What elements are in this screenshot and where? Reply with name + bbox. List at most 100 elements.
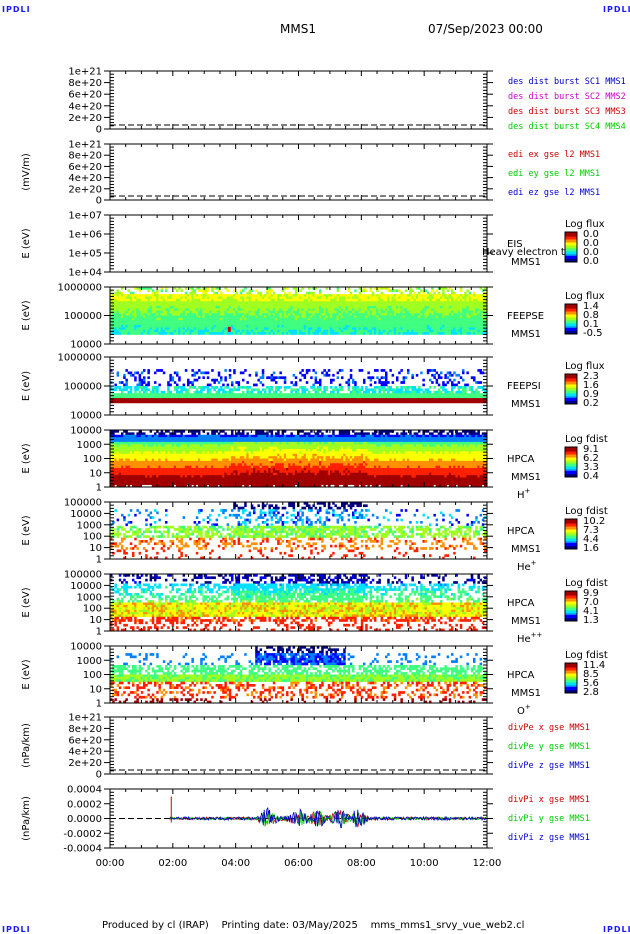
corner-label-bottom-left: IPDLI <box>2 925 31 934</box>
heatmap-cell <box>400 306 403 309</box>
panel-p5-y-tick-label: 10000 <box>70 411 102 422</box>
heatmap-cell <box>147 298 150 302</box>
heatmap-cell <box>160 400 164 404</box>
panel-p2-y-tick-label: 1e+21 <box>68 140 102 151</box>
heatmap-cell <box>352 398 355 401</box>
heatmap-cell <box>334 393 337 396</box>
heatmap-cell <box>250 310 254 314</box>
heatmap-cell <box>422 310 425 314</box>
heatmap-cell <box>468 388 472 392</box>
heatmap-cell <box>193 298 197 302</box>
heatmap-cell <box>198 310 201 314</box>
heatmap-cell <box>457 315 461 319</box>
heatmap-cell <box>261 383 265 387</box>
heatmap-cell <box>154 301 157 304</box>
heatmap-cell <box>158 294 161 297</box>
heatmap-cell <box>378 298 381 302</box>
heatmap-cell <box>275 390 278 394</box>
heatmap-cell <box>213 315 216 319</box>
heatmap-cell <box>292 306 296 309</box>
heatmap-cell <box>400 329 403 333</box>
heatmap-cell <box>149 400 153 404</box>
heatmap-cell <box>138 378 142 382</box>
heatmap-cell <box>481 388 485 392</box>
heatmap-cell <box>374 310 377 314</box>
heatmap-cell <box>204 327 208 331</box>
heatmap-cell <box>437 376 441 380</box>
heatmap-cell <box>255 329 258 333</box>
heatmap-cell <box>323 325 326 328</box>
heatmap-cell <box>202 317 205 321</box>
heatmap-cell <box>156 332 159 335</box>
heatmap-cell <box>268 308 271 312</box>
heatmap-cell <box>272 296 276 300</box>
heatmap-cell <box>321 327 324 331</box>
heatmap-cell <box>233 289 236 293</box>
heatmap-cell <box>356 308 359 312</box>
heatmap-cell <box>312 308 315 312</box>
heatmap-cell <box>294 325 298 328</box>
heatmap-cell <box>182 317 186 321</box>
heatmap-cell <box>312 303 315 307</box>
heatmap-cell <box>275 325 278 328</box>
heatmap-cell <box>407 393 410 396</box>
panel-p5-ylabel: E (eV) <box>21 371 32 401</box>
heatmap-cell <box>176 298 179 302</box>
heatmap-cell <box>261 329 265 333</box>
heatmap-cell <box>187 306 190 309</box>
heatmap-cell <box>162 315 166 319</box>
heatmap-cell <box>215 395 219 399</box>
heatmap-cell <box>330 315 333 319</box>
heatmap-cell <box>336 303 340 307</box>
heatmap-cell <box>354 313 357 316</box>
heatmap-cell <box>435 395 439 399</box>
heatmap-cell <box>217 315 221 319</box>
heatmap-cell <box>178 310 181 314</box>
heatmap-cell <box>415 329 419 333</box>
heatmap-cell <box>310 398 313 401</box>
heatmap-cell <box>360 398 364 401</box>
heatmap-cell <box>244 310 247 314</box>
heatmap-cell <box>376 400 379 404</box>
heatmap-cell <box>290 327 293 331</box>
heatmap-cell <box>440 400 443 404</box>
heatmap-cell <box>343 303 346 307</box>
heatmap-cell <box>431 322 434 326</box>
heatmap-cell <box>145 313 148 316</box>
heatmap-cell <box>270 315 274 319</box>
heatmap-cell <box>451 298 454 302</box>
heatmap-cell <box>380 317 384 321</box>
heatmap-cell <box>297 329 300 333</box>
heatmap-cell <box>224 296 227 300</box>
heatmap-cell <box>145 329 148 333</box>
heatmap-cell <box>380 320 384 323</box>
heatmap-cell <box>418 306 421 309</box>
heatmap-cell <box>415 400 419 404</box>
heatmap-cell <box>246 291 249 295</box>
heatmap-cell <box>363 320 366 323</box>
heatmap-cell <box>116 317 120 321</box>
heatmap-cell <box>162 400 166 404</box>
heatmap-cell <box>244 386 247 389</box>
heatmap-cell <box>193 395 197 399</box>
heatmap-cell <box>292 298 296 302</box>
heatmap-cell <box>319 303 322 307</box>
heatmap-cell <box>250 388 254 392</box>
heatmap-cell <box>420 313 423 316</box>
heatmap-cell <box>158 383 161 387</box>
panel-p4-colorbar-segment <box>565 331 577 333</box>
heatmap-cell <box>448 315 452 319</box>
heatmap-cell <box>398 296 401 300</box>
heatmap-cell <box>123 383 126 387</box>
heatmap-cell <box>457 296 461 300</box>
heatmap-cell <box>325 298 329 302</box>
heatmap-cell <box>226 332 230 335</box>
heatmap-cell <box>193 378 197 382</box>
heatmap-cell <box>281 294 285 297</box>
heatmap-cell <box>437 400 441 404</box>
heatmap-cell <box>145 327 148 331</box>
heatmap-cell <box>248 400 252 404</box>
heatmap-cell <box>191 327 194 331</box>
heatmap-cell <box>477 327 480 331</box>
heatmap-cell <box>114 308 117 312</box>
